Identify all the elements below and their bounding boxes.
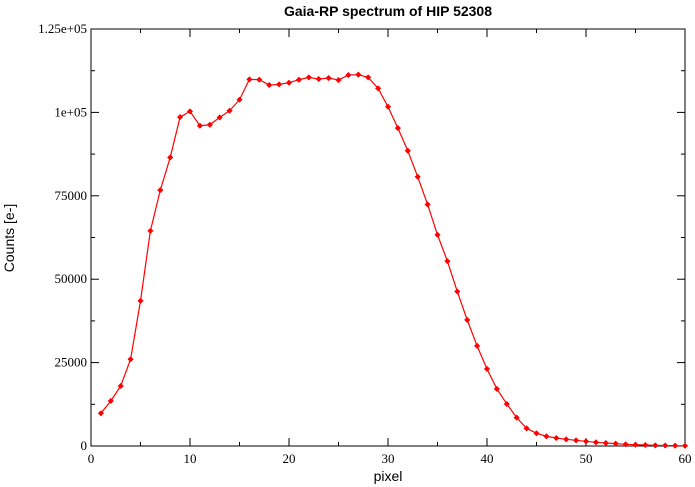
data-point (256, 76, 263, 83)
plot-frame (90, 28, 686, 447)
y-axis-label: Counts [e-] (1, 204, 17, 272)
data-point (266, 81, 273, 89)
data-point (612, 440, 619, 447)
data-point (176, 113, 184, 121)
data-point (493, 385, 501, 393)
data-point (355, 71, 362, 78)
data-point (592, 439, 600, 446)
data-point (305, 74, 312, 81)
data-point (127, 356, 134, 363)
data-point (444, 258, 451, 265)
data-point (543, 433, 550, 440)
data-point (582, 438, 590, 445)
y-tick-label: 75000 (55, 188, 88, 203)
y-tick-label: 1.25e+05 (38, 21, 87, 36)
chart-title: Gaia-RP spectrum of HIP 52308 (284, 3, 492, 19)
data-point (424, 201, 431, 208)
x-axis-label: pixel (374, 468, 403, 484)
data-point (503, 400, 510, 408)
y-tick-label: 1e+05 (54, 104, 87, 119)
data-point (226, 107, 233, 114)
data-point (236, 96, 243, 103)
data-point (533, 430, 540, 437)
data-point (414, 173, 421, 180)
y-tick-label: 25000 (55, 355, 88, 370)
data-point (147, 227, 154, 234)
data-point (325, 74, 332, 82)
data-point (167, 154, 174, 161)
y-tick-label: 0 (81, 438, 88, 453)
data-point (196, 122, 204, 129)
data-point (186, 108, 194, 115)
data-point (662, 442, 669, 449)
data-point (345, 71, 352, 79)
data-point (246, 76, 253, 83)
series-markers (97, 71, 689, 449)
data-point (681, 442, 689, 449)
series-line (100, 74, 686, 447)
data-point (563, 436, 570, 443)
x-tick-label: 0 (88, 451, 95, 466)
data-point (97, 410, 105, 417)
data-point (553, 434, 560, 442)
x-tick-label: 10 (184, 451, 197, 466)
data-point (285, 79, 293, 86)
data-point (394, 124, 402, 132)
x-tick-label: 30 (382, 451, 395, 466)
x-tick-label: 60 (679, 451, 692, 466)
y-tick-label: 50000 (55, 271, 88, 286)
x-axis: 0 10 20 30 40 50 60 (88, 29, 692, 466)
data-point (434, 231, 441, 238)
y-axis: 0 25000 50000 75000 1e+05 1.25e+05 (38, 21, 685, 453)
data-point (295, 76, 303, 83)
data-point (206, 121, 213, 128)
x-tick-label: 20 (283, 451, 296, 466)
data-point (335, 76, 342, 84)
data-point (216, 114, 223, 121)
data-point (315, 75, 322, 83)
data-point (652, 442, 659, 449)
data-point (622, 441, 629, 448)
data-point (117, 382, 124, 390)
data-point (572, 437, 580, 444)
data-point (464, 316, 471, 324)
data-point (513, 414, 520, 421)
data-point (454, 288, 461, 295)
x-tick-label: 50 (580, 451, 593, 466)
data-point (275, 81, 283, 88)
data-point (365, 74, 372, 81)
x-tick-label: 40 (481, 451, 494, 466)
data-point (632, 441, 639, 448)
data-point (404, 147, 411, 154)
data-point (671, 442, 679, 449)
data-point (642, 441, 649, 449)
data-point (483, 365, 491, 373)
data-point (602, 439, 609, 447)
data-point (523, 425, 530, 432)
data-point (107, 397, 114, 405)
data-point (384, 103, 392, 110)
data-point (473, 342, 481, 350)
data-point (157, 186, 164, 194)
data-point (374, 85, 382, 92)
data-point (137, 297, 144, 305)
